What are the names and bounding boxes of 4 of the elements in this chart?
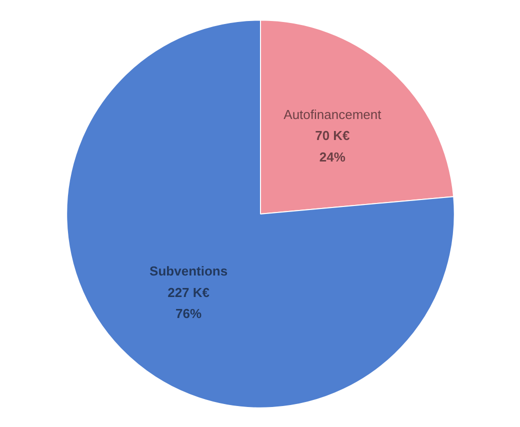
slice-label: Autofinancement (284, 106, 382, 122)
slice-label: Subventions (150, 264, 228, 279)
data-label: 227 K€ 76% (168, 284, 210, 322)
data-label: 70 K€ 24% (315, 128, 350, 164)
